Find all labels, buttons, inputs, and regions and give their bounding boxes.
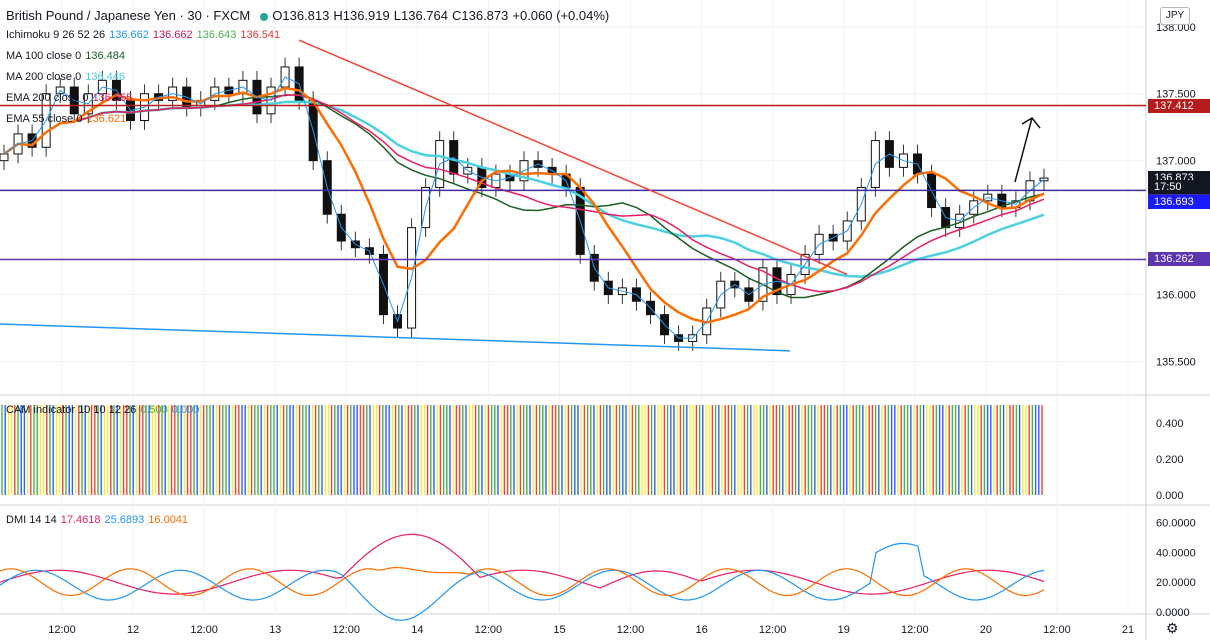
ema55-line: [3, 86, 1045, 324]
time-tick-label: 20: [980, 624, 992, 636]
time-tick-label: 12:00: [475, 624, 503, 636]
cam-value-2: 0.000: [171, 404, 200, 416]
cam-tick-label: 0.400: [1156, 418, 1184, 430]
legend-label: Ichimoku 9 26 52 26: [6, 29, 106, 41]
trend-line: [0, 323, 791, 352]
time-tick-label: 19: [838, 624, 850, 636]
time-tick-label: 14: [411, 624, 423, 636]
dmi-label: DMI 14 14: [6, 514, 57, 526]
legend-row: EMA 55 close 0 136.621: [6, 113, 130, 125]
price-tag: 136.693: [1148, 194, 1210, 209]
time-tick-label: 12:00: [333, 624, 361, 636]
legend-value: 136.643: [196, 29, 237, 41]
dmi-tick-label: 40.0000: [1156, 547, 1196, 559]
ema200-line: [3, 94, 1045, 293]
ohlc-low: L136.764: [393, 8, 448, 23]
time-tick-label: 13: [269, 624, 281, 636]
dmi-tick-label: 0.0000: [1156, 607, 1190, 619]
dmi-tick-label: 20.0000: [1156, 577, 1196, 589]
legend-value: 136.621: [86, 113, 127, 125]
chart-title-row: British Pound / Japanese Yen · 30 · FXCM…: [6, 8, 613, 23]
ichimoku-conversion-line: [3, 76, 1045, 339]
price-tag: 17:50: [1148, 180, 1210, 195]
time-tick-label: 12:00: [759, 624, 787, 636]
plus-di-line: [0, 542, 1045, 621]
price-tag: 137.412: [1148, 98, 1210, 113]
legend-label: EMA 55 close 0: [6, 113, 83, 125]
legend-label: EMA 200 close 0: [6, 92, 89, 104]
legend-value: 136.555: [92, 92, 133, 104]
legend-row: MA 200 close 0 136.446: [6, 71, 129, 83]
cam-label: CAM indicator 10 10 12 26: [6, 404, 137, 416]
time-tick-label: 15: [553, 624, 565, 636]
legend-value: 136.446: [85, 71, 125, 83]
time-tick-label: 12:00: [48, 624, 76, 636]
time-tick-label: 12:00: [901, 624, 929, 636]
legend-value: 136.484: [85, 50, 125, 62]
adx-line: [0, 533, 1045, 595]
time-tick-label: 12: [127, 624, 139, 636]
legend-value: 136.662: [109, 29, 149, 41]
cam-tick-label: 0.000: [1156, 490, 1184, 502]
minus-di-line: [0, 566, 1045, 597]
symbol-title: British Pound / Japanese Yen · 30 · FXCM: [6, 8, 251, 23]
dmi-value-2: 25.6893: [104, 514, 145, 526]
time-tick-label: 16: [695, 624, 707, 636]
cam-legend: CAM indicator 10 10 12 26 0.500 0.000: [6, 404, 203, 416]
cam-bars: [1, 405, 1043, 495]
dmi-legend: DMI 14 14 17.4618 25.6893 16.0041: [6, 514, 192, 526]
price-tick-label: 137.500: [1156, 89, 1196, 101]
dmi-value-1: 17.4618: [60, 514, 101, 526]
price-tag: 136.262: [1148, 252, 1210, 267]
gear-icon[interactable]: ⚙: [1166, 620, 1179, 636]
ohlc-change: +0.060 (+0.04%): [512, 8, 610, 23]
dmi-tick-label: 60.0000: [1156, 517, 1196, 529]
candle-body: [0, 153, 9, 162]
cam-tick-label: 0.200: [1156, 454, 1184, 466]
arrow-annotation: [1014, 117, 1041, 183]
time-tick-label: 21: [1122, 624, 1134, 636]
legend-row: Ichimoku 9 26 52 26 136.662 136.662 136.643…: [6, 29, 284, 41]
time-tick-label: 12:00: [1043, 624, 1071, 636]
price-tick-label: 135.500: [1156, 357, 1196, 369]
ohlc-high: H136.919: [333, 8, 390, 23]
ohlc-close: C136.873: [451, 8, 509, 23]
time-tick-label: 12:00: [617, 624, 645, 636]
dmi-value-3: 16.0041: [148, 514, 189, 526]
trend-line: [298, 39, 848, 276]
legend-row: MA 100 close 0 136.484: [6, 50, 129, 62]
legend-value: 136.541: [240, 29, 281, 41]
price-tick-label: 137.000: [1156, 156, 1196, 168]
time-tick-label: 12:00: [190, 624, 218, 636]
cam-value-1: 0.500: [140, 404, 168, 416]
currency-button[interactable]: JPY: [1160, 7, 1190, 25]
market-status-icon: [260, 12, 269, 21]
legend-label: MA 200 close 0: [6, 71, 82, 83]
price-tick-label: 136.000: [1156, 290, 1196, 302]
legend-row: EMA 200 close 0 136.555: [6, 92, 136, 104]
legend-label: MA 100 close 0: [6, 50, 82, 62]
legend-value: 136.662: [152, 29, 193, 41]
ohlc-open: O136.813: [272, 8, 330, 23]
